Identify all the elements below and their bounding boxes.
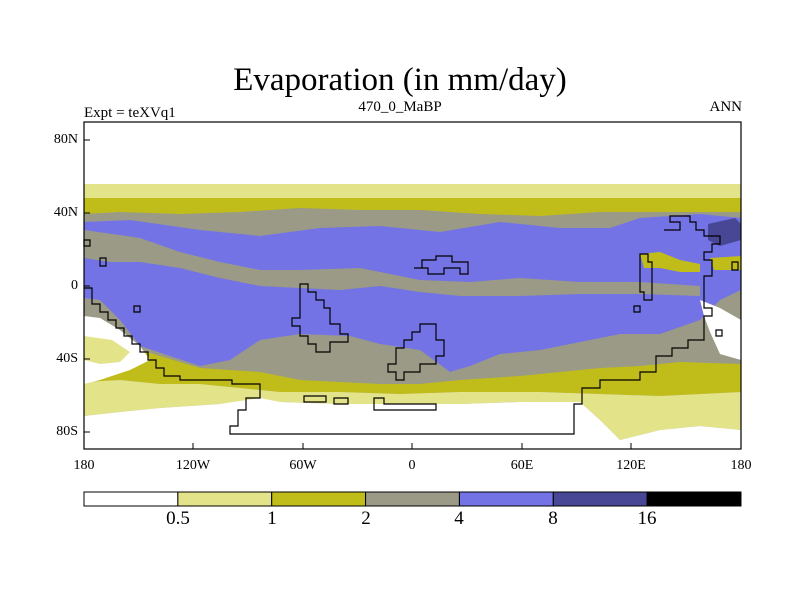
colorbar-box-6	[552, 491, 648, 507]
coast-islet-2	[333, 397, 349, 405]
field-pacific-moderate	[84, 230, 300, 288]
lat-tick-80s: 80S	[56, 424, 78, 439]
coast-islet-4	[99, 257, 107, 267]
field-north-band-light	[84, 184, 741, 198]
season-label: ANN	[709, 99, 743, 115]
colorbar	[83, 491, 742, 507]
colorbar-label-16: 16	[637, 508, 657, 529]
plot-title: Evaporation (in mm/day)	[233, 62, 567, 98]
colorbar-label-1: 1	[267, 508, 277, 529]
colorbar-box-5	[458, 491, 554, 507]
lon-tick-60w: 60W	[289, 458, 317, 473]
colorbar-label-0-5: 0.5	[166, 508, 190, 529]
map-field	[84, 122, 741, 449]
lon-tick-60e: 60E	[510, 458, 534, 473]
colorbar-box-2	[177, 491, 273, 507]
lon-tick-120e: 120E	[616, 458, 646, 473]
colorbar-box-1	[83, 491, 179, 507]
coast-block-west	[291, 283, 349, 353]
field-east-mid-2	[710, 256, 741, 270]
lon-tick-180e: 180	[730, 458, 752, 473]
colorbar-label-8: 8	[548, 508, 558, 529]
field-south-band-light	[84, 380, 741, 440]
coast-block-north	[414, 255, 469, 275]
field-tropical-high	[84, 214, 741, 372]
coast-islet-7	[633, 305, 641, 313]
field-north-band-mid	[84, 198, 741, 216]
field-very-high	[708, 218, 741, 246]
colorbar-box-4	[365, 491, 460, 507]
field-equatorial-moderate	[300, 268, 700, 296]
field-antarctic	[84, 398, 741, 449]
lat-tick-40s: 40S	[56, 351, 78, 366]
coast-block-south	[387, 323, 445, 381]
field-southwest-light	[84, 336, 130, 364]
lat-tick-40n: 40N	[53, 205, 78, 220]
field-arctic	[84, 122, 741, 184]
coast-islet-3	[373, 397, 437, 411]
lon-tick-120w: 120W	[175, 458, 211, 473]
tick-marks	[83, 139, 742, 449]
coastlines	[83, 215, 739, 435]
colorbar-label-4: 4	[454, 508, 464, 529]
lat-tick-0: 0	[71, 278, 78, 293]
coast-islet-9	[715, 329, 723, 337]
colorbar-box-7	[646, 491, 742, 507]
coast-islet-1	[303, 395, 327, 403]
lat-tick-80n: 80N	[53, 132, 78, 147]
time-label: 470_0_MaBP	[358, 99, 442, 115]
lon-tick-0: 0	[408, 458, 416, 473]
field-east-mid	[640, 252, 700, 272]
coast-islet-6	[133, 305, 141, 313]
coast-islet-8	[731, 261, 739, 271]
lon-tick-180w: 180	[73, 458, 95, 473]
coast-main	[84, 215, 721, 435]
coast-strip-east	[639, 253, 653, 301]
experiment-label: Expt = teXVq1	[84, 105, 176, 121]
colorbar-box-3	[271, 491, 367, 507]
colorbar-label-2: 2	[361, 508, 371, 529]
